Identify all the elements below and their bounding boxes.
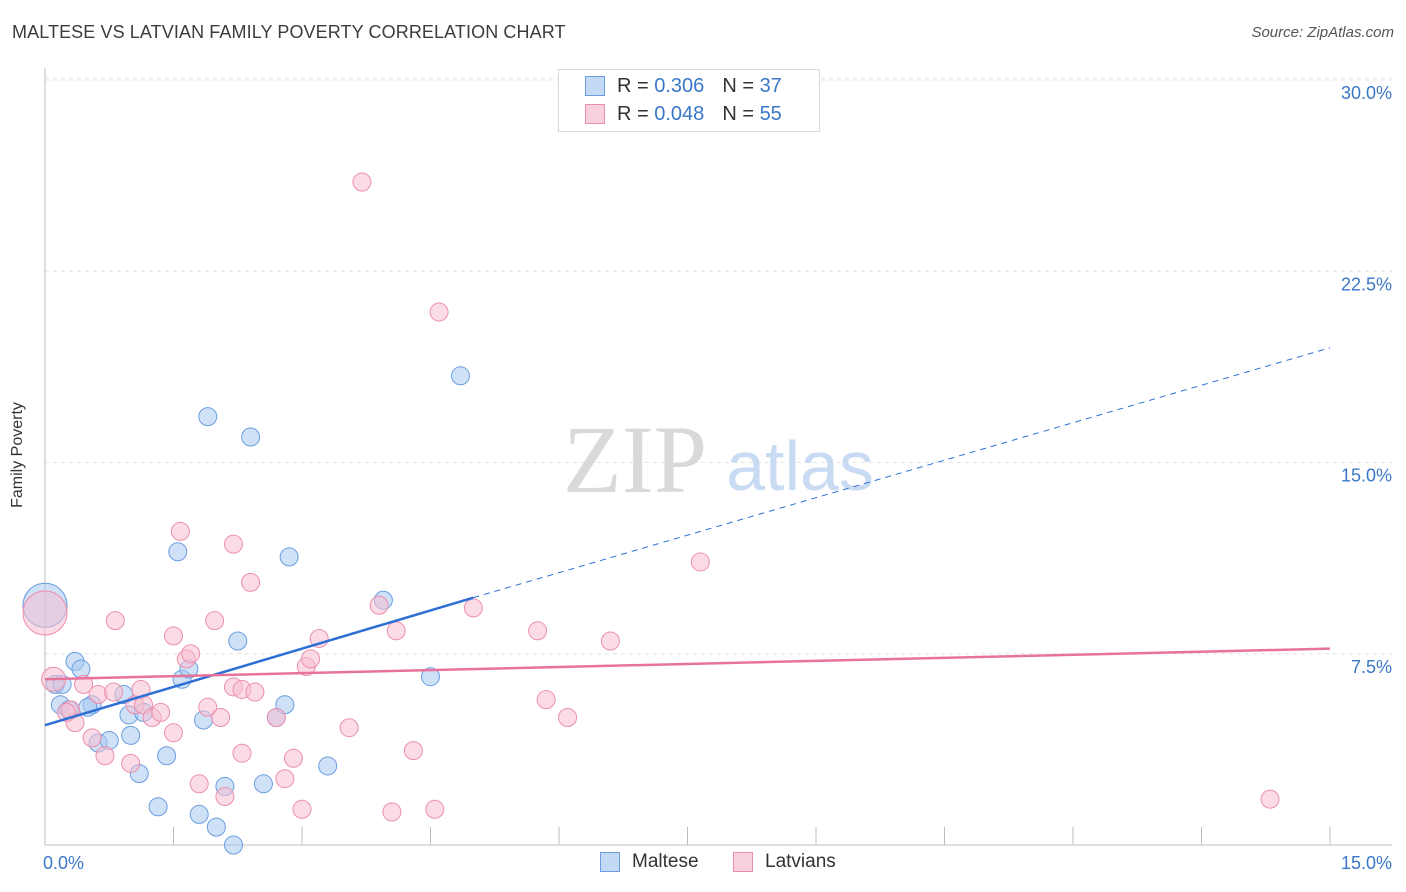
data-point <box>245 682 265 702</box>
data-point <box>429 302 449 322</box>
data-point <box>463 598 483 618</box>
legend-n-label: N = <box>722 102 754 125</box>
data-point <box>528 621 548 641</box>
data-point <box>121 753 141 773</box>
data-point <box>283 748 303 768</box>
data-point <box>74 674 94 694</box>
data-point <box>198 697 218 717</box>
data-point <box>600 631 620 651</box>
legend-r-value: 0.048 <box>654 102 705 125</box>
data-point <box>558 708 578 727</box>
legend-r-label: R = <box>617 102 649 125</box>
data-point <box>292 799 312 819</box>
bottom-legend-maltese: Maltese <box>600 851 699 873</box>
bottom-legend-latvians: Latvians <box>733 851 836 873</box>
data-point <box>1260 789 1280 809</box>
watermark-zip: ZIP <box>563 406 707 513</box>
data-point <box>301 649 321 669</box>
data-point <box>279 547 299 567</box>
series-latvians <box>22 172 1280 822</box>
legend-swatch-latvians <box>585 104 605 124</box>
data-point <box>223 835 243 855</box>
legend-box: R = 0.306 N = 37 R = 0.048 N = 55 <box>558 69 820 132</box>
data-point <box>215 787 235 807</box>
x-tick-label: 0.0% <box>43 853 84 873</box>
data-point <box>211 708 231 727</box>
data-point <box>421 667 440 687</box>
data-point <box>275 769 295 789</box>
legend-r-label: R = <box>617 74 649 97</box>
watermark-atlas: atlas <box>726 427 874 505</box>
data-point <box>22 590 68 636</box>
legend-swatch-maltese <box>585 76 605 96</box>
data-point <box>241 572 261 592</box>
source-label: Source: ZipAtlas.com <box>1251 24 1394 41</box>
data-point <box>95 746 115 766</box>
series-maltese <box>22 366 470 855</box>
data-point <box>339 718 359 738</box>
data-point <box>170 521 190 541</box>
data-point <box>198 407 218 427</box>
data-point <box>403 741 423 761</box>
data-point <box>189 774 209 794</box>
data-point <box>352 172 372 192</box>
data-point <box>253 774 273 794</box>
legend-n-value: 37 <box>759 74 782 97</box>
data-point <box>369 595 389 615</box>
bottom-legend-label: Latvians <box>765 851 836 872</box>
data-point <box>241 427 261 447</box>
data-point <box>82 728 102 748</box>
trend-line-maltese <box>44 596 474 727</box>
y-tick-label: 30.0% <box>1341 83 1392 103</box>
data-point <box>151 702 171 722</box>
axes <box>44 68 1392 846</box>
data-point <box>228 631 248 651</box>
y-tick-label: 7.5% <box>1351 657 1392 677</box>
data-point <box>223 534 243 554</box>
data-point <box>266 708 286 727</box>
y-tick-label: 22.5% <box>1341 274 1392 294</box>
y-tick-label: 15.0% <box>1341 466 1392 486</box>
legend-row-latvians: R = 0.048 N = 55 <box>585 102 782 126</box>
data-point <box>121 725 141 745</box>
tick-labels: 7.5% 15.0% 22.5% 30.0% 0.0% 15.0% <box>43 83 1392 873</box>
data-point <box>157 746 177 766</box>
data-point <box>189 804 209 824</box>
bottom-legend-label: Maltese <box>632 851 699 872</box>
trend-lines <box>44 347 1331 727</box>
data-point <box>318 756 338 776</box>
data-point <box>425 799 445 819</box>
legend-row-maltese: R = 0.306 N = 37 <box>585 74 782 98</box>
data-point <box>205 611 225 631</box>
data-point <box>168 542 188 562</box>
data-point <box>382 802 402 822</box>
chart-title: MALTESE VS LATVIAN FAMILY POVERTY CORREL… <box>12 22 566 42</box>
data-point <box>536 690 556 710</box>
data-point <box>450 366 470 386</box>
data-point <box>206 817 226 837</box>
x-tick-label: 15.0% <box>1341 853 1392 873</box>
bottom-swatch-maltese <box>600 852 620 872</box>
data-point <box>148 797 168 817</box>
data-point <box>164 723 183 743</box>
legend-n-value: 55 <box>759 102 782 125</box>
data-point <box>232 743 252 763</box>
legend-n-label: N = <box>722 74 754 97</box>
watermark: ZIP atlas <box>563 406 874 513</box>
trend-line-latvians <box>44 647 1331 681</box>
grid-lines <box>45 77 1392 655</box>
trend-line-maltese-extension <box>473 347 1331 599</box>
legend-r-value: 0.306 <box>654 74 705 97</box>
data-point <box>104 682 124 702</box>
data-point <box>105 611 125 631</box>
data-point <box>164 626 183 646</box>
data-point <box>690 552 710 572</box>
bottom-swatch-latvians <box>733 852 753 872</box>
data-point <box>386 621 406 641</box>
data-point <box>181 644 201 664</box>
